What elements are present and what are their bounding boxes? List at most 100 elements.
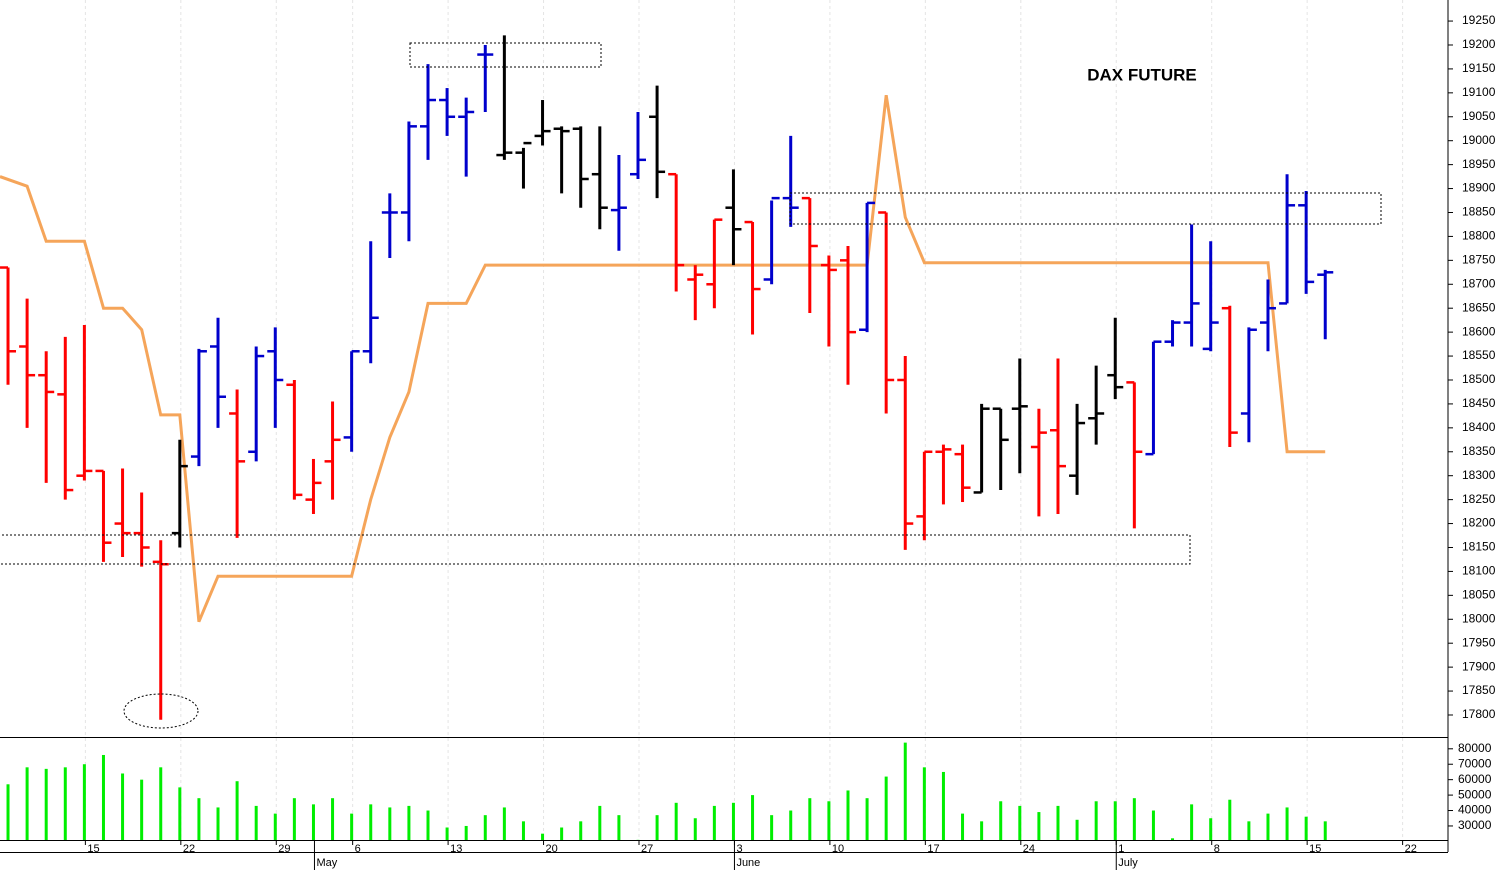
volume-bar — [1285, 807, 1289, 840]
chart-title: DAX FUTURE — [1087, 65, 1197, 84]
volume-bar — [1247, 821, 1251, 840]
x-tick-label: 22 — [183, 843, 195, 855]
volume-bar — [1113, 801, 1117, 840]
y-tick-label: 18650 — [1462, 300, 1496, 314]
month-label: June — [736, 857, 760, 869]
volume-bar — [273, 813, 277, 840]
y-tick-label: 19200 — [1462, 37, 1496, 51]
y-tick-label: 18500 — [1462, 372, 1496, 386]
y-tick-label: 18350 — [1462, 444, 1496, 458]
y-tick-label: 18850 — [1462, 205, 1496, 219]
y-tick-label: 18950 — [1462, 157, 1496, 171]
volume-bar — [980, 821, 984, 840]
indicator-line — [0, 94, 1326, 623]
y-tick-label: 17950 — [1462, 635, 1496, 649]
y-tick-label: 19050 — [1462, 109, 1496, 123]
volume-bar — [884, 776, 888, 840]
y-tick-label: 19250 — [1462, 13, 1496, 27]
volume-bar — [541, 833, 545, 840]
volume-bar — [121, 773, 125, 840]
volume-bar — [197, 798, 201, 840]
volume-bar — [655, 815, 659, 840]
annotation-box — [409, 42, 602, 68]
volume-bar — [1037, 812, 1041, 840]
volume-tick-label: 70000 — [1458, 756, 1492, 770]
volume-bar — [961, 813, 965, 840]
x-tick-label: 6 — [355, 843, 361, 855]
volume-bar — [1094, 801, 1098, 840]
volume-bar — [808, 798, 812, 840]
x-tick-label: 27 — [641, 843, 653, 855]
y-tick-label: 18300 — [1462, 468, 1496, 482]
plot — [0, 35, 1334, 840]
month-label: July — [1118, 857, 1138, 869]
month-label: May — [316, 857, 337, 869]
volume-bar — [579, 821, 583, 840]
volume-bar — [216, 807, 220, 840]
volume-bar — [292, 798, 296, 840]
volume-bar — [598, 805, 602, 840]
x-tick-label: 15 — [1309, 843, 1321, 855]
y-tick-label: 19150 — [1462, 61, 1496, 75]
volume-bar — [407, 805, 411, 840]
annotation-ellipse — [123, 693, 199, 729]
y-tick-label: 19100 — [1462, 85, 1496, 99]
volume-bar — [1228, 799, 1232, 840]
y-tick-label: 18250 — [1462, 492, 1496, 506]
volume-bar — [770, 815, 774, 840]
volume-bar — [1018, 805, 1022, 840]
volume-bar — [6, 784, 10, 840]
volume-bar — [941, 771, 945, 840]
x-tick-label: 1 — [1118, 843, 1124, 855]
volume-bar — [674, 802, 678, 840]
annotation-box — [789, 192, 1382, 225]
volume-bar — [82, 764, 86, 840]
volume-bar — [235, 781, 239, 840]
x-tick-label: 17 — [927, 843, 939, 855]
volume-bar — [388, 807, 392, 840]
annotation-box — [0, 534, 1191, 565]
y-tick-label: 18400 — [1462, 420, 1496, 434]
volume-bar — [521, 821, 525, 840]
volume-bar — [369, 804, 373, 840]
volume-bar — [1304, 816, 1308, 840]
volume-bar — [865, 798, 869, 840]
y-tick-label: 18200 — [1462, 516, 1496, 530]
volume-tick-label: 80000 — [1458, 741, 1492, 755]
volume-bar — [1190, 804, 1194, 840]
volume-bar — [1209, 818, 1213, 840]
volume-bar — [1323, 821, 1327, 840]
y-tick-label: 18900 — [1462, 181, 1496, 195]
volume-bar — [254, 805, 258, 840]
volume-bar — [617, 815, 621, 840]
volume-bar — [101, 754, 105, 840]
volume-bar — [999, 801, 1003, 840]
volume-bar — [25, 767, 29, 840]
volume-bar — [63, 767, 67, 840]
volume-bar — [903, 742, 907, 840]
x-tick-label: 22 — [1405, 843, 1417, 855]
y-tick-label: 18750 — [1462, 253, 1496, 267]
y-tick-label: 17850 — [1462, 683, 1496, 697]
volume-bar — [693, 818, 697, 840]
volume-bar — [1132, 798, 1136, 840]
y-tick-label: 18450 — [1462, 396, 1496, 410]
y-tick-label: 17800 — [1462, 707, 1496, 721]
volume-bar — [426, 810, 430, 840]
volume-bar — [464, 825, 468, 840]
volume-bar — [350, 813, 354, 840]
x-tick-label: 10 — [832, 843, 844, 855]
y-tick-label: 18150 — [1462, 540, 1496, 554]
volume-tick-label: 40000 — [1458, 803, 1492, 817]
volume-bar — [846, 790, 850, 840]
x-tick-label: 15 — [87, 843, 99, 855]
volume-bar — [1266, 813, 1270, 840]
y-tick-label: 18600 — [1462, 324, 1496, 338]
volume-bar — [1171, 838, 1175, 840]
volume-tick-label: 60000 — [1458, 772, 1492, 786]
y-tick-label: 18550 — [1462, 348, 1496, 362]
volume-bar — [712, 805, 716, 840]
volume-bar — [159, 767, 163, 840]
